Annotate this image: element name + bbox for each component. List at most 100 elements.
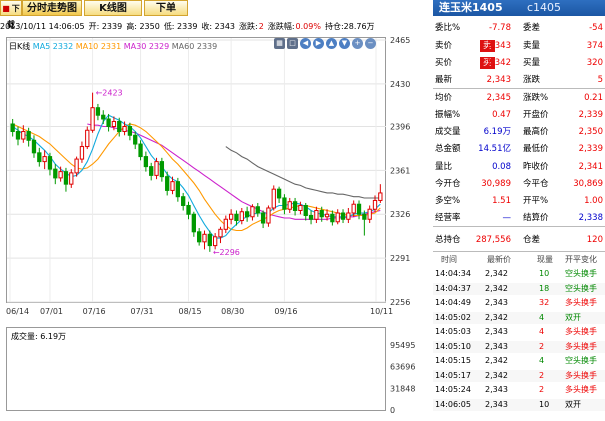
trade-header-type: 开平变化: [565, 255, 597, 264]
quote-label: 卖价: [435, 41, 453, 51]
tab-realtime-chart[interactable]: 分时走势图: [22, 0, 82, 16]
candle-body: [181, 196, 186, 206]
quote-value: 30,989: [481, 179, 511, 189]
trade-row: 14:04:37 2,342 18 空头换手: [433, 282, 605, 295]
candle-body: [340, 212, 346, 220]
quote-value: 120: [586, 235, 603, 245]
quote-value: —: [502, 213, 512, 223]
quote-value: 2,341: [578, 162, 603, 172]
trade-type: 多头换手: [565, 327, 597, 336]
candle-body: [63, 171, 69, 185]
y-tick-label: 2465: [390, 36, 410, 45]
ma5-line: [12, 114, 381, 239]
quote-value: 374: [586, 41, 603, 51]
arrow-up-icon[interactable]: ▲: [326, 37, 337, 49]
quote-label: 量比: [435, 162, 453, 172]
info-pct: 0.09%: [295, 22, 321, 31]
quote-value: 2,339: [578, 110, 603, 120]
trade-time: 14:05:24: [435, 385, 471, 394]
trade-type: 多头换手: [565, 341, 597, 351]
trade-row: 14:05:03 2,343 4 多头换手: [433, 326, 605, 339]
candle-body: [202, 233, 207, 243]
quote-label: 涨跌%: [523, 93, 549, 103]
candle-body: [21, 131, 26, 140]
candle-body: [90, 107, 95, 131]
quote-value: 2,345: [486, 93, 511, 103]
quote-label: 结算价: [523, 213, 549, 223]
candle-body: [314, 209, 319, 220]
candle-body: [15, 131, 21, 140]
trade-row: 14:05:15 2,342 4 空头换手: [433, 355, 605, 368]
fullscreen-icon[interactable]: □: [287, 37, 298, 49]
candle-body: [53, 168, 58, 179]
zoom-out-icon[interactable]: −: [365, 37, 376, 49]
trade-header-price: 最新价: [487, 255, 511, 264]
arrow-down-icon[interactable]: ▼: [339, 37, 350, 49]
quote-label: 买量: [523, 58, 541, 68]
candle-body: [175, 181, 181, 198]
candle-body: [138, 143, 143, 158]
x-tick-label: 07/16: [83, 307, 106, 316]
zoom-in-icon[interactable]: +: [352, 37, 363, 49]
tab-download[interactable]: ■ 下载: [0, 0, 22, 29]
trade-price: 2,342: [485, 356, 508, 365]
quote-value: 1.51: [492, 196, 511, 206]
candle-body: [10, 123, 15, 133]
trade-time: 14:04:34: [435, 269, 471, 278]
x-tick-label: 07/31: [131, 307, 154, 316]
candle-body: [308, 215, 314, 220]
candle-body: [223, 218, 228, 230]
arrow-left-icon[interactable]: ◀: [300, 37, 311, 49]
candle-body: [37, 152, 42, 163]
quote-value: -7.78: [489, 23, 511, 33]
candle-body: [239, 211, 244, 222]
crosshair-icon[interactable]: ▦: [274, 37, 285, 49]
candle-body: [47, 156, 53, 170]
candle-body: [58, 171, 63, 179]
quote-value: 0.08: [492, 162, 511, 172]
candle-body: [228, 213, 234, 220]
trade-type: 空头换手: [565, 356, 597, 365]
candle-body: [212, 236, 218, 247]
ma30-line: [87, 123, 381, 220]
trade-type: 双开: [565, 312, 581, 322]
quote-label: 总金额: [435, 144, 461, 154]
candle-body: [101, 114, 106, 120]
candle-body: [356, 203, 362, 215]
y-tick-label: 2256: [390, 298, 410, 307]
candle-body: [244, 211, 250, 218]
trade-type: 多头换手: [565, 385, 597, 394]
candle-body: [26, 131, 31, 141]
arrow-right-icon[interactable]: ▶: [313, 37, 324, 49]
quote-value: 5: [597, 75, 603, 85]
divider: [433, 226, 605, 227]
quote-label: 成交量: [435, 127, 461, 137]
candle-body: [31, 139, 37, 154]
volume-tick-label: 95495: [390, 341, 415, 350]
trade-header-qty: 现量: [537, 255, 553, 264]
trade-qty: 10: [539, 269, 550, 278]
trade-time: 14:05:15: [435, 356, 471, 365]
candle-body: [218, 228, 223, 238]
high-annotation: ←2423: [96, 89, 123, 98]
trade-type: 多头换手: [565, 370, 597, 380]
candle-body: [154, 161, 159, 176]
volume-chart-frame: [6, 327, 386, 411]
info-pct-label: 涨跌幅:: [267, 22, 295, 31]
tab-kline-chart[interactable]: K线图: [84, 0, 142, 16]
quote-label: 委差: [523, 23, 541, 33]
trade-time: 14:05:17: [435, 370, 471, 380]
quote-label: 仓差: [523, 235, 541, 245]
candle-body: [292, 201, 298, 211]
quote-label: 涨跌: [523, 75, 541, 85]
trade-time: 14:05:02: [435, 312, 471, 322]
trade-type: 多头换手: [565, 298, 597, 307]
info-open-interest: 持仓:28.76万: [324, 22, 375, 31]
tab-place-order[interactable]: 下单: [144, 0, 188, 16]
quote-badge: 卖: [480, 40, 495, 52]
trade-price: 2,343: [485, 399, 508, 409]
volume-title: 成交量: 6.19万: [11, 332, 67, 341]
quote-label: 今开仓: [435, 179, 461, 189]
candle-body: [372, 199, 378, 210]
quote-label: 开盘价: [523, 110, 549, 120]
